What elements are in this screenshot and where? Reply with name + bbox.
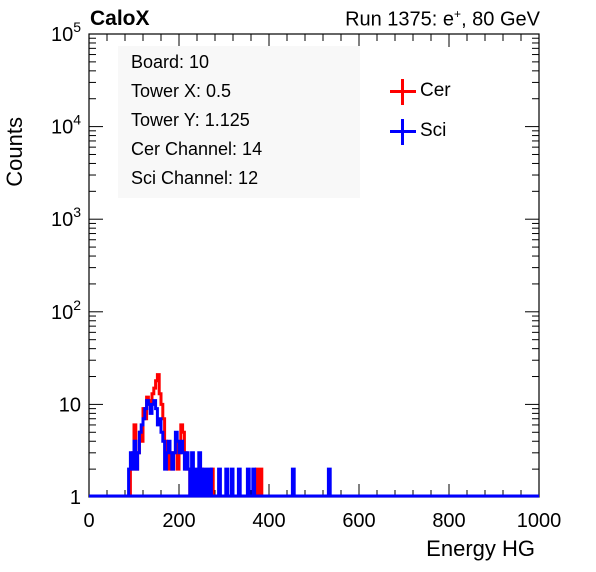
y-tick-label: 10 <box>59 394 81 416</box>
info-board: Board: 10 <box>131 52 210 72</box>
y-tick-label: 102 <box>51 297 81 324</box>
info-cer-channel: Cer Channel: 14 <box>131 139 263 159</box>
x-tick-label: 0 <box>83 510 94 532</box>
cer-marker-icon <box>390 79 416 105</box>
info-tower-x: Tower X: 0.5 <box>131 81 232 101</box>
x-tick-label: 400 <box>252 510 285 532</box>
series-layer <box>89 373 539 498</box>
info-box: Board: 10 Tower X: 0.5 Tower Y: 1.125 Ce… <box>118 46 360 198</box>
legend-label-cer: Cer <box>420 80 451 101</box>
tick-labels: 0 200 400 600 800 1000 1 10 102 103 104 105 <box>51 19 561 532</box>
legend-label-sci: Sci <box>420 120 447 141</box>
x-tick-label: 800 <box>432 510 465 532</box>
series-sci <box>89 399 539 498</box>
brand-label: CaloX <box>90 7 150 30</box>
x-tick-label: 1000 <box>517 510 562 532</box>
x-tick-label: 200 <box>162 510 195 532</box>
series-cer <box>89 373 539 498</box>
run-prefix: Run 1375: e <box>345 8 455 31</box>
y-tick-label: 104 <box>51 112 81 139</box>
sci-marker-icon <box>390 119 416 145</box>
y-tick-label: 103 <box>51 204 81 231</box>
y-tick-label: 1 <box>70 487 81 509</box>
x-axis-label: Energy HG <box>426 536 535 561</box>
run-suffix: , 80 GeV <box>461 8 540 31</box>
x-tick-label: 600 <box>342 510 375 532</box>
series-outline <box>127 399 332 496</box>
run-charge: + <box>454 7 462 21</box>
axis-ticks <box>88 33 540 498</box>
info-sci-channel: Sci Channel: 12 <box>131 168 259 188</box>
info-tower-y: Tower Y: 1.125 <box>131 110 250 130</box>
run-label: Run 1375: e+, 80 GeV <box>345 7 540 32</box>
y-tick-label: 105 <box>51 19 81 46</box>
y-axis-label: Counts <box>2 117 27 187</box>
